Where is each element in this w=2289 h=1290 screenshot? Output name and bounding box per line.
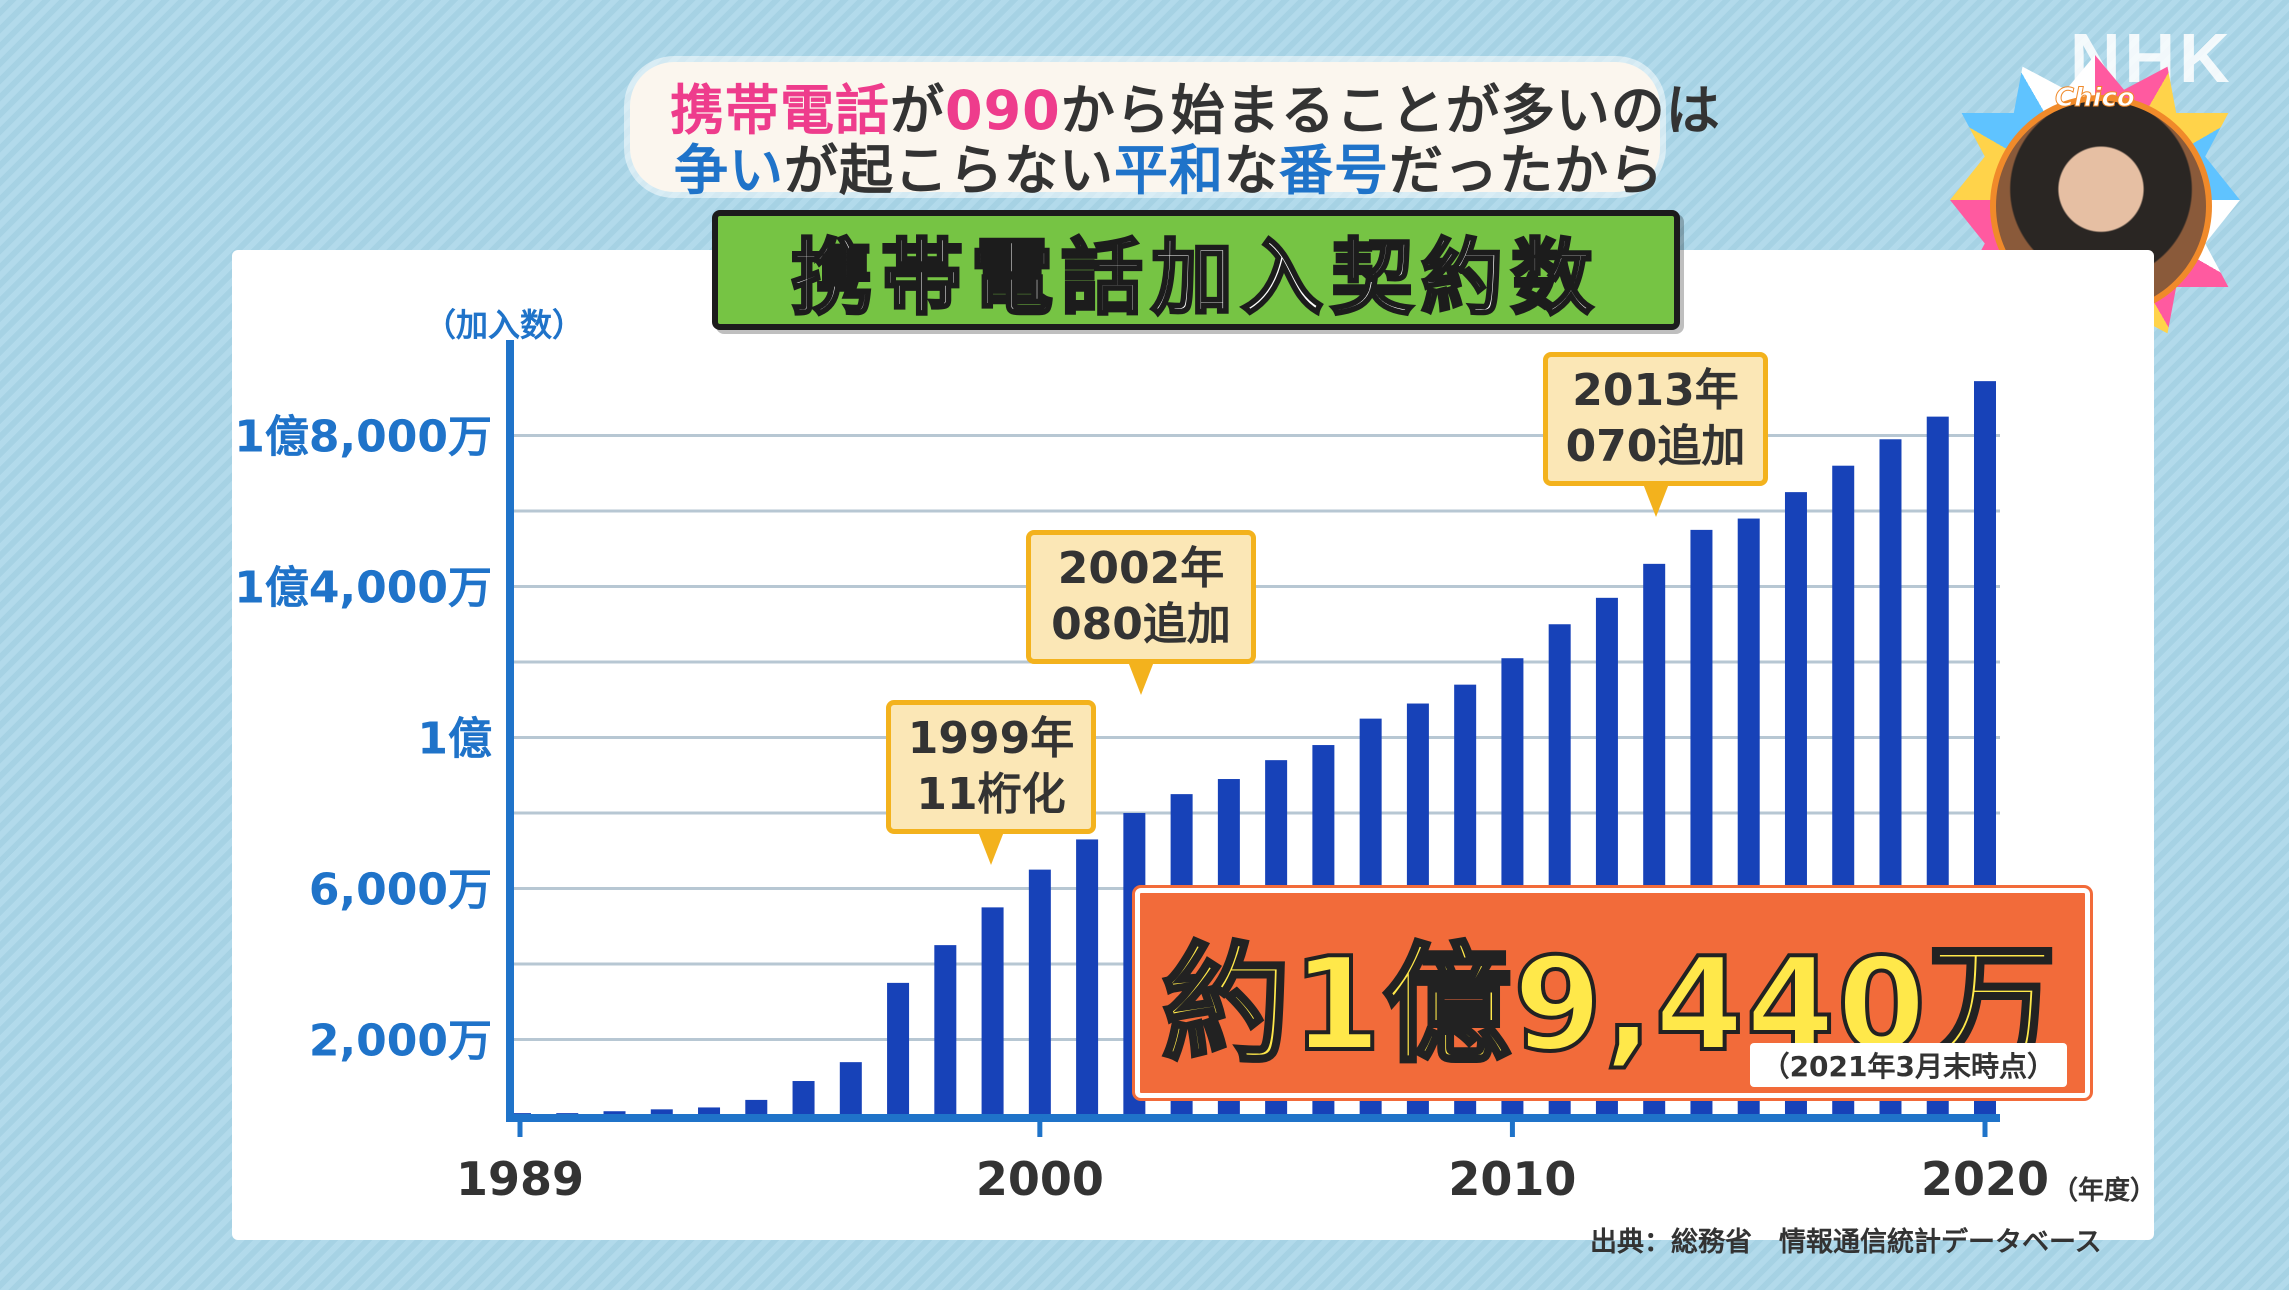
chart-title-box: 携帯電話加入契約数 [712,210,1680,330]
y-tick-label: 1億8,000万 [234,412,492,463]
bar [603,1111,626,1115]
x-tick-label: 2010 [1448,1152,1576,1206]
x-tick-label: 1989 [456,1152,584,1206]
callout-2013-line2: 070追加 [1565,421,1746,472]
callout-1999-line1: 1999年 [907,713,1075,764]
headline-line-1: 携帯電話が090から始まることが多いのは [670,66,1721,145]
y-tick-label: 6,000万 [309,865,492,916]
y-axis-label: （加入数） [424,306,585,344]
x-tick-label: 2020 [1921,1152,2049,1206]
headline-line-2: 争いが起こらない平和な番号だったから [674,126,1664,205]
headline-line-1-segment: が [890,79,945,142]
bar [1076,839,1099,1115]
data-source: 出典：総務省 情報通信統計データベース [1590,1227,2102,1258]
chart-title: 携帯電話加入契約数 [789,229,1601,327]
bar [839,1062,862,1115]
x-axis-unit: （年度） [2052,1176,2157,1206]
avatar-name: Chico [2055,83,2136,114]
y-tick-label: 1億 [417,714,492,765]
headline-line-2-segment: 平和 [1114,139,1224,202]
bar [981,907,1004,1115]
callout-1999-pointer [977,829,1005,865]
callout-1999-line2: 11桁化 [916,769,1066,820]
headline-line-2-segment: 争い [674,139,784,202]
total-subscribers-box: 約1億9,440万 （2021年3月末時点） [1135,888,2090,1098]
y-tick-label: 2,000万 [309,1016,492,1067]
callout-2013: 2013年 070追加 [1543,352,1768,517]
callout-2002-pointer [1127,659,1155,695]
headline-line-2-segment: な [1224,139,1279,202]
headline-line-2-segment: が起こらない [784,139,1114,202]
headline-line-2-segment: 番号 [1279,139,1389,202]
bar [1028,869,1051,1115]
bar [792,1081,815,1115]
bar [698,1107,721,1115]
callout-2002-line1: 2002年 [1057,543,1225,594]
total-subscribers-note: （2021年3月末時点） [1749,1043,2067,1087]
headline-line-1-segment: 携帯電話 [670,79,890,142]
callout-2002: 2002年 080追加 [1026,530,1256,695]
bar [887,982,910,1115]
bar [745,1099,768,1115]
headline-line-1-segment: 090 [945,79,1061,142]
bar [650,1109,673,1115]
headline-line-1-segment: から始まることが多いのは [1060,79,1721,142]
callout-2013-pointer [1641,481,1670,517]
headline-line-2-segment: だったから [1389,139,1664,202]
x-tick-label: 2000 [976,1152,1104,1206]
callout-2002-line2: 080追加 [1051,599,1231,650]
bar [934,945,957,1115]
callout-2013-line1: 2013年 [1572,365,1739,416]
headline-bubble: 携帯電話が090から始まることが多いのは 争いが起こらない平和な番号だったから [630,62,1720,202]
y-tick-label: 1億4,000万 [234,563,492,614]
callout-1999: 1999年 11桁化 [886,700,1096,865]
